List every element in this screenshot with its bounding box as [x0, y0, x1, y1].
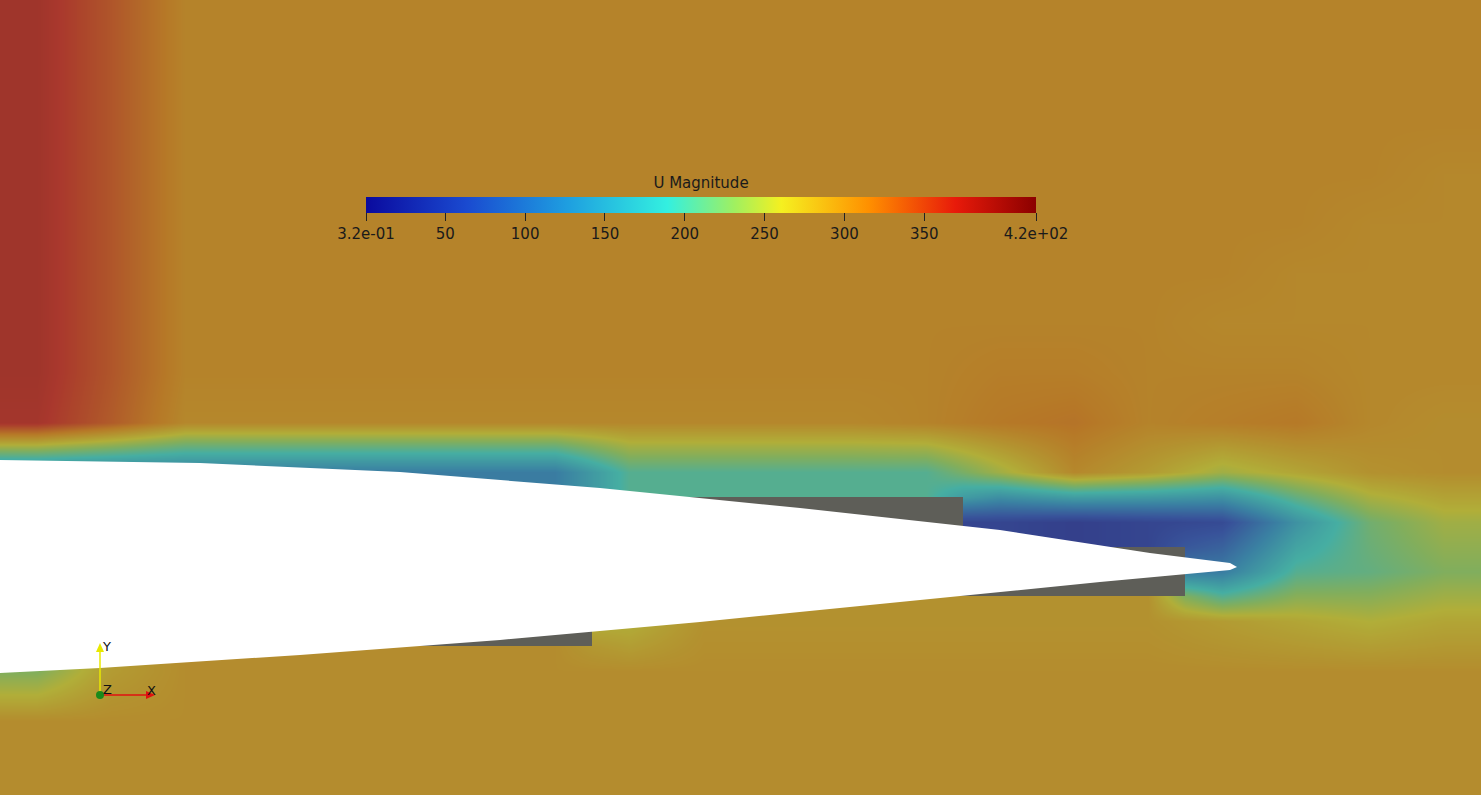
svg-text:150: 150 [591, 225, 620, 243]
svg-text:Y: Y [102, 639, 111, 654]
svg-text:4.2e+02: 4.2e+02 [1004, 225, 1069, 243]
svg-text:X: X [147, 683, 156, 698]
svg-text:250: 250 [750, 225, 779, 243]
svg-text:Z: Z [103, 682, 112, 697]
svg-text:300: 300 [830, 225, 859, 243]
svg-text:100: 100 [511, 225, 540, 243]
svg-text:U Magnitude: U Magnitude [653, 174, 748, 192]
svg-text:3.2e-01: 3.2e-01 [337, 225, 395, 243]
svg-text:350: 350 [910, 225, 939, 243]
svg-text:200: 200 [670, 225, 699, 243]
svg-text:50: 50 [436, 225, 455, 243]
